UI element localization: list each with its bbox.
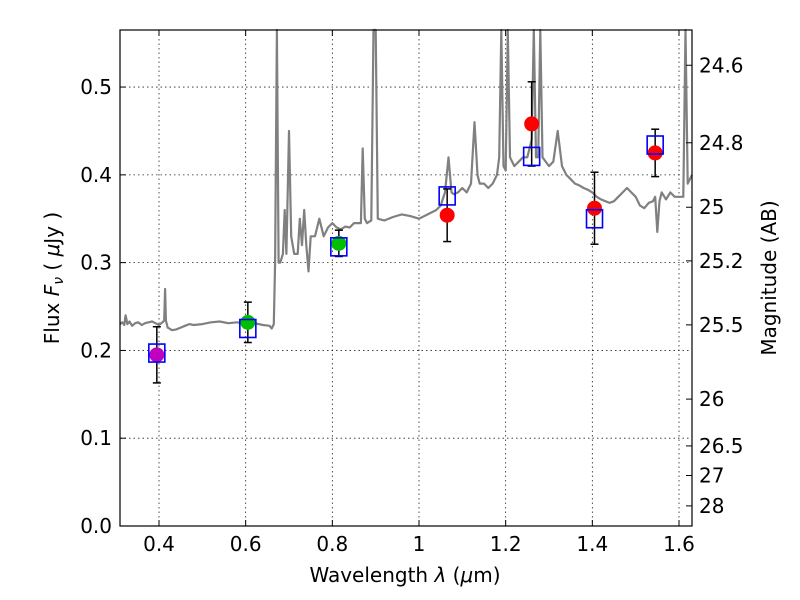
right-tick-label: 25.2 xyxy=(699,249,744,273)
right-tick-label: 27 xyxy=(699,463,724,487)
y-axis-label: Flux Fν ( μJy ) xyxy=(40,212,67,344)
model-point xyxy=(522,146,541,167)
observed-point xyxy=(331,235,347,251)
plot-frame xyxy=(119,29,693,527)
right-tick-label: 25.5 xyxy=(699,313,744,337)
x-tick-label: 0.4 xyxy=(143,532,175,556)
right-tick-label: 26.5 xyxy=(699,434,744,458)
x-label-mu: μ xyxy=(459,563,473,587)
right-tick-label: 28 xyxy=(699,494,724,518)
observed-point xyxy=(149,347,165,363)
y-tick-label: 0.0 xyxy=(80,514,112,538)
data-points xyxy=(148,81,664,384)
y-label-mu: μ xyxy=(40,244,64,258)
x-tick-label: 1.2 xyxy=(490,532,522,556)
right-tick-label: 24.8 xyxy=(699,131,744,155)
observed-point xyxy=(647,145,663,161)
model-point xyxy=(239,318,257,339)
x-tick-label: 1.4 xyxy=(576,532,608,556)
model-point xyxy=(438,186,456,206)
observed-point xyxy=(439,207,455,223)
y-tick-label: 0.1 xyxy=(80,426,112,450)
x-axis-ticks: 0.4 0.6 0.8 1 1.2 1.4 1.6 xyxy=(143,30,695,556)
x-label-open: ( xyxy=(446,563,460,587)
x-label-unit: m) xyxy=(473,563,500,587)
x-tick-label: 1.6 xyxy=(663,532,695,556)
right-axis-ticks: 24.6 24.8 25 25.2 25.5 26 26.5 27 28 xyxy=(686,53,744,518)
y-tick-label: 0.2 xyxy=(80,338,112,362)
y-tick-label: 0.4 xyxy=(80,163,112,187)
right-tick-label: 25 xyxy=(699,195,724,219)
x-tick-label: 1 xyxy=(413,532,426,556)
model-spectrum xyxy=(119,28,693,332)
observed-point xyxy=(240,314,256,330)
model-spectrum-line xyxy=(119,28,693,332)
x-label-prefix: Wavelength xyxy=(309,563,434,587)
observed-point xyxy=(587,200,602,216)
x-tick-label: 0.8 xyxy=(316,532,348,556)
grid xyxy=(120,30,692,527)
model-point xyxy=(148,343,166,363)
observed-point xyxy=(524,116,540,132)
x-tick-label: 0.6 xyxy=(230,532,262,556)
right-tick-label: 26 xyxy=(699,387,724,411)
y-tick-label: 0.5 xyxy=(80,75,112,99)
y-label-open: ( xyxy=(40,256,64,277)
model-point xyxy=(585,208,604,229)
right-axis-label: Magnitude (AB) xyxy=(757,200,781,355)
model-point xyxy=(646,135,664,155)
model-point xyxy=(330,237,348,257)
right-tick-label: 24.6 xyxy=(699,53,744,77)
y-label-sub: ν xyxy=(51,277,67,285)
y-label-prefix: Flux xyxy=(40,296,64,344)
x-axis-label: Wavelength λ (μm) xyxy=(309,563,500,587)
x-label-symbol: λ xyxy=(433,563,446,587)
y-axis-ticks: 0.0 0.1 0.2 0.3 0.4 0.5 xyxy=(80,75,126,538)
y-label-symbol: F xyxy=(40,284,64,296)
y-label-unit: Jy ) xyxy=(40,212,64,246)
y-tick-label: 0.3 xyxy=(80,251,112,275)
